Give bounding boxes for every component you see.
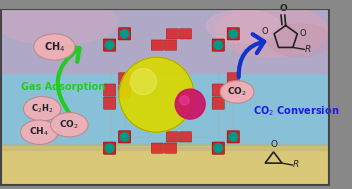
- Circle shape: [229, 30, 238, 38]
- FancyBboxPatch shape: [164, 40, 177, 50]
- FancyBboxPatch shape: [212, 142, 224, 154]
- FancyBboxPatch shape: [180, 29, 191, 39]
- Text: CO$_2$: CO$_2$: [227, 86, 247, 98]
- FancyArrowPatch shape: [58, 46, 80, 116]
- FancyBboxPatch shape: [151, 40, 163, 50]
- Text: R: R: [293, 160, 300, 170]
- Ellipse shape: [206, 10, 281, 43]
- Circle shape: [120, 133, 129, 141]
- FancyBboxPatch shape: [227, 131, 239, 143]
- Ellipse shape: [34, 41, 76, 57]
- Ellipse shape: [21, 127, 59, 141]
- FancyBboxPatch shape: [227, 86, 239, 98]
- Circle shape: [120, 30, 129, 38]
- FancyBboxPatch shape: [151, 143, 163, 153]
- FancyBboxPatch shape: [212, 39, 224, 51]
- Bar: [0, 144, 330, 150]
- Ellipse shape: [0, 0, 117, 45]
- Text: C$_2$H$_2$: C$_2$H$_2$: [31, 103, 54, 115]
- Text: Gas Adsorption: Gas Adsorption: [21, 82, 105, 92]
- Ellipse shape: [21, 120, 58, 144]
- FancyBboxPatch shape: [180, 132, 191, 142]
- Text: O: O: [299, 29, 306, 38]
- Text: O: O: [270, 140, 277, 149]
- FancyBboxPatch shape: [166, 132, 178, 142]
- Ellipse shape: [51, 119, 89, 134]
- FancyBboxPatch shape: [166, 29, 178, 39]
- Text: CO$_2$: CO$_2$: [59, 119, 79, 131]
- Text: CO$_2$ Conversion: CO$_2$ Conversion: [253, 104, 339, 118]
- Bar: [0, 9, 330, 73]
- FancyBboxPatch shape: [119, 73, 131, 85]
- Circle shape: [214, 144, 222, 152]
- Bar: [0, 146, 330, 186]
- Circle shape: [175, 89, 205, 119]
- FancyBboxPatch shape: [212, 97, 224, 109]
- Ellipse shape: [24, 97, 61, 121]
- Text: O: O: [262, 27, 269, 36]
- Ellipse shape: [24, 103, 62, 118]
- Circle shape: [214, 41, 222, 49]
- FancyBboxPatch shape: [103, 97, 116, 109]
- Ellipse shape: [221, 87, 255, 101]
- FancyBboxPatch shape: [227, 28, 239, 40]
- Text: O: O: [279, 4, 287, 13]
- Circle shape: [130, 68, 156, 95]
- FancyBboxPatch shape: [227, 73, 239, 85]
- Circle shape: [229, 133, 238, 141]
- FancyBboxPatch shape: [119, 131, 131, 143]
- FancyBboxPatch shape: [103, 142, 116, 154]
- Ellipse shape: [34, 34, 75, 60]
- Text: R: R: [305, 45, 311, 54]
- FancyBboxPatch shape: [103, 39, 116, 51]
- FancyArrowPatch shape: [239, 34, 264, 77]
- Circle shape: [119, 57, 194, 132]
- Ellipse shape: [267, 24, 333, 57]
- FancyBboxPatch shape: [212, 84, 224, 96]
- Circle shape: [180, 96, 189, 105]
- FancyBboxPatch shape: [119, 28, 131, 40]
- Ellipse shape: [51, 112, 88, 137]
- Text: CH$_4$: CH$_4$: [30, 126, 49, 139]
- FancyBboxPatch shape: [119, 86, 131, 98]
- Ellipse shape: [215, 5, 328, 57]
- Circle shape: [105, 144, 114, 152]
- FancyBboxPatch shape: [164, 143, 177, 153]
- Text: CH$_4$: CH$_4$: [44, 40, 65, 54]
- Circle shape: [105, 41, 114, 49]
- FancyBboxPatch shape: [103, 84, 116, 96]
- Ellipse shape: [220, 81, 254, 103]
